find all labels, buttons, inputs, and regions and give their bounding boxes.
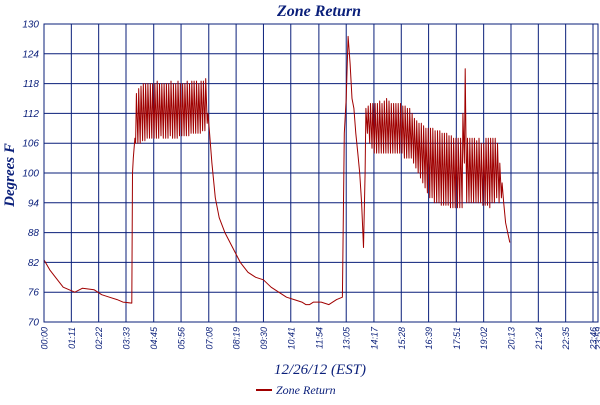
y-tick-label: 112: [23, 109, 39, 120]
x-tick-label: 04:45: [149, 326, 159, 350]
y-tick-label: 94: [28, 198, 40, 209]
y-tick-label: 106: [22, 139, 39, 150]
x-tick-label: 05:56: [177, 327, 187, 350]
x-tick-label: 08:19: [232, 327, 242, 350]
x-tick-label: 02:22: [94, 327, 104, 350]
x-tick-label: 22:35: [561, 326, 571, 351]
x-tick-label: 15:28: [397, 327, 407, 350]
y-tick-label: 76: [28, 288, 40, 299]
chart-title: Zone Return: [276, 3, 361, 20]
legend-label: Zone Return: [276, 383, 336, 397]
y-tick-label: 88: [28, 228, 40, 239]
x-tick-label: 07:08: [204, 327, 214, 350]
x-tick-label: 11:54: [314, 327, 324, 349]
x-tick-label: 17:51: [452, 327, 462, 350]
y-tick-label: 70: [28, 318, 40, 329]
y-tick-label: 82: [28, 258, 40, 269]
y-tick-label: 100: [22, 169, 39, 180]
x-axis-ticks: 00:00 01:11 02:22 03:33 04:45 05:56 07:08 08:19…: [40, 326, 600, 351]
x-axis-label: 12/26/12 (EST): [274, 362, 366, 378]
y-tick-label: 124: [22, 49, 39, 60]
x-tick-label: 19:02: [479, 327, 489, 350]
x-tick-label: 10:41: [286, 327, 296, 350]
x-tick-label: 21:24: [534, 327, 544, 351]
x-tick-label: 03:33: [122, 327, 132, 350]
y-tick-label: 130: [22, 20, 39, 31]
x-tick-label: 00:00: [40, 327, 50, 350]
y-tick-label: 118: [23, 79, 39, 90]
x-tick-label: 23:59: [594, 327, 600, 351]
x-tick-label: 14:17: [369, 326, 379, 350]
y-axis-label: Degrees F: [2, 143, 18, 208]
x-tick-label: 13:05: [342, 326, 352, 350]
x-tick-label: 16:39: [424, 327, 434, 350]
x-tick-label: 20:13: [506, 327, 516, 351]
x-tick-label: 01:11: [67, 327, 77, 349]
x-tick-label: 09:30: [259, 327, 269, 350]
